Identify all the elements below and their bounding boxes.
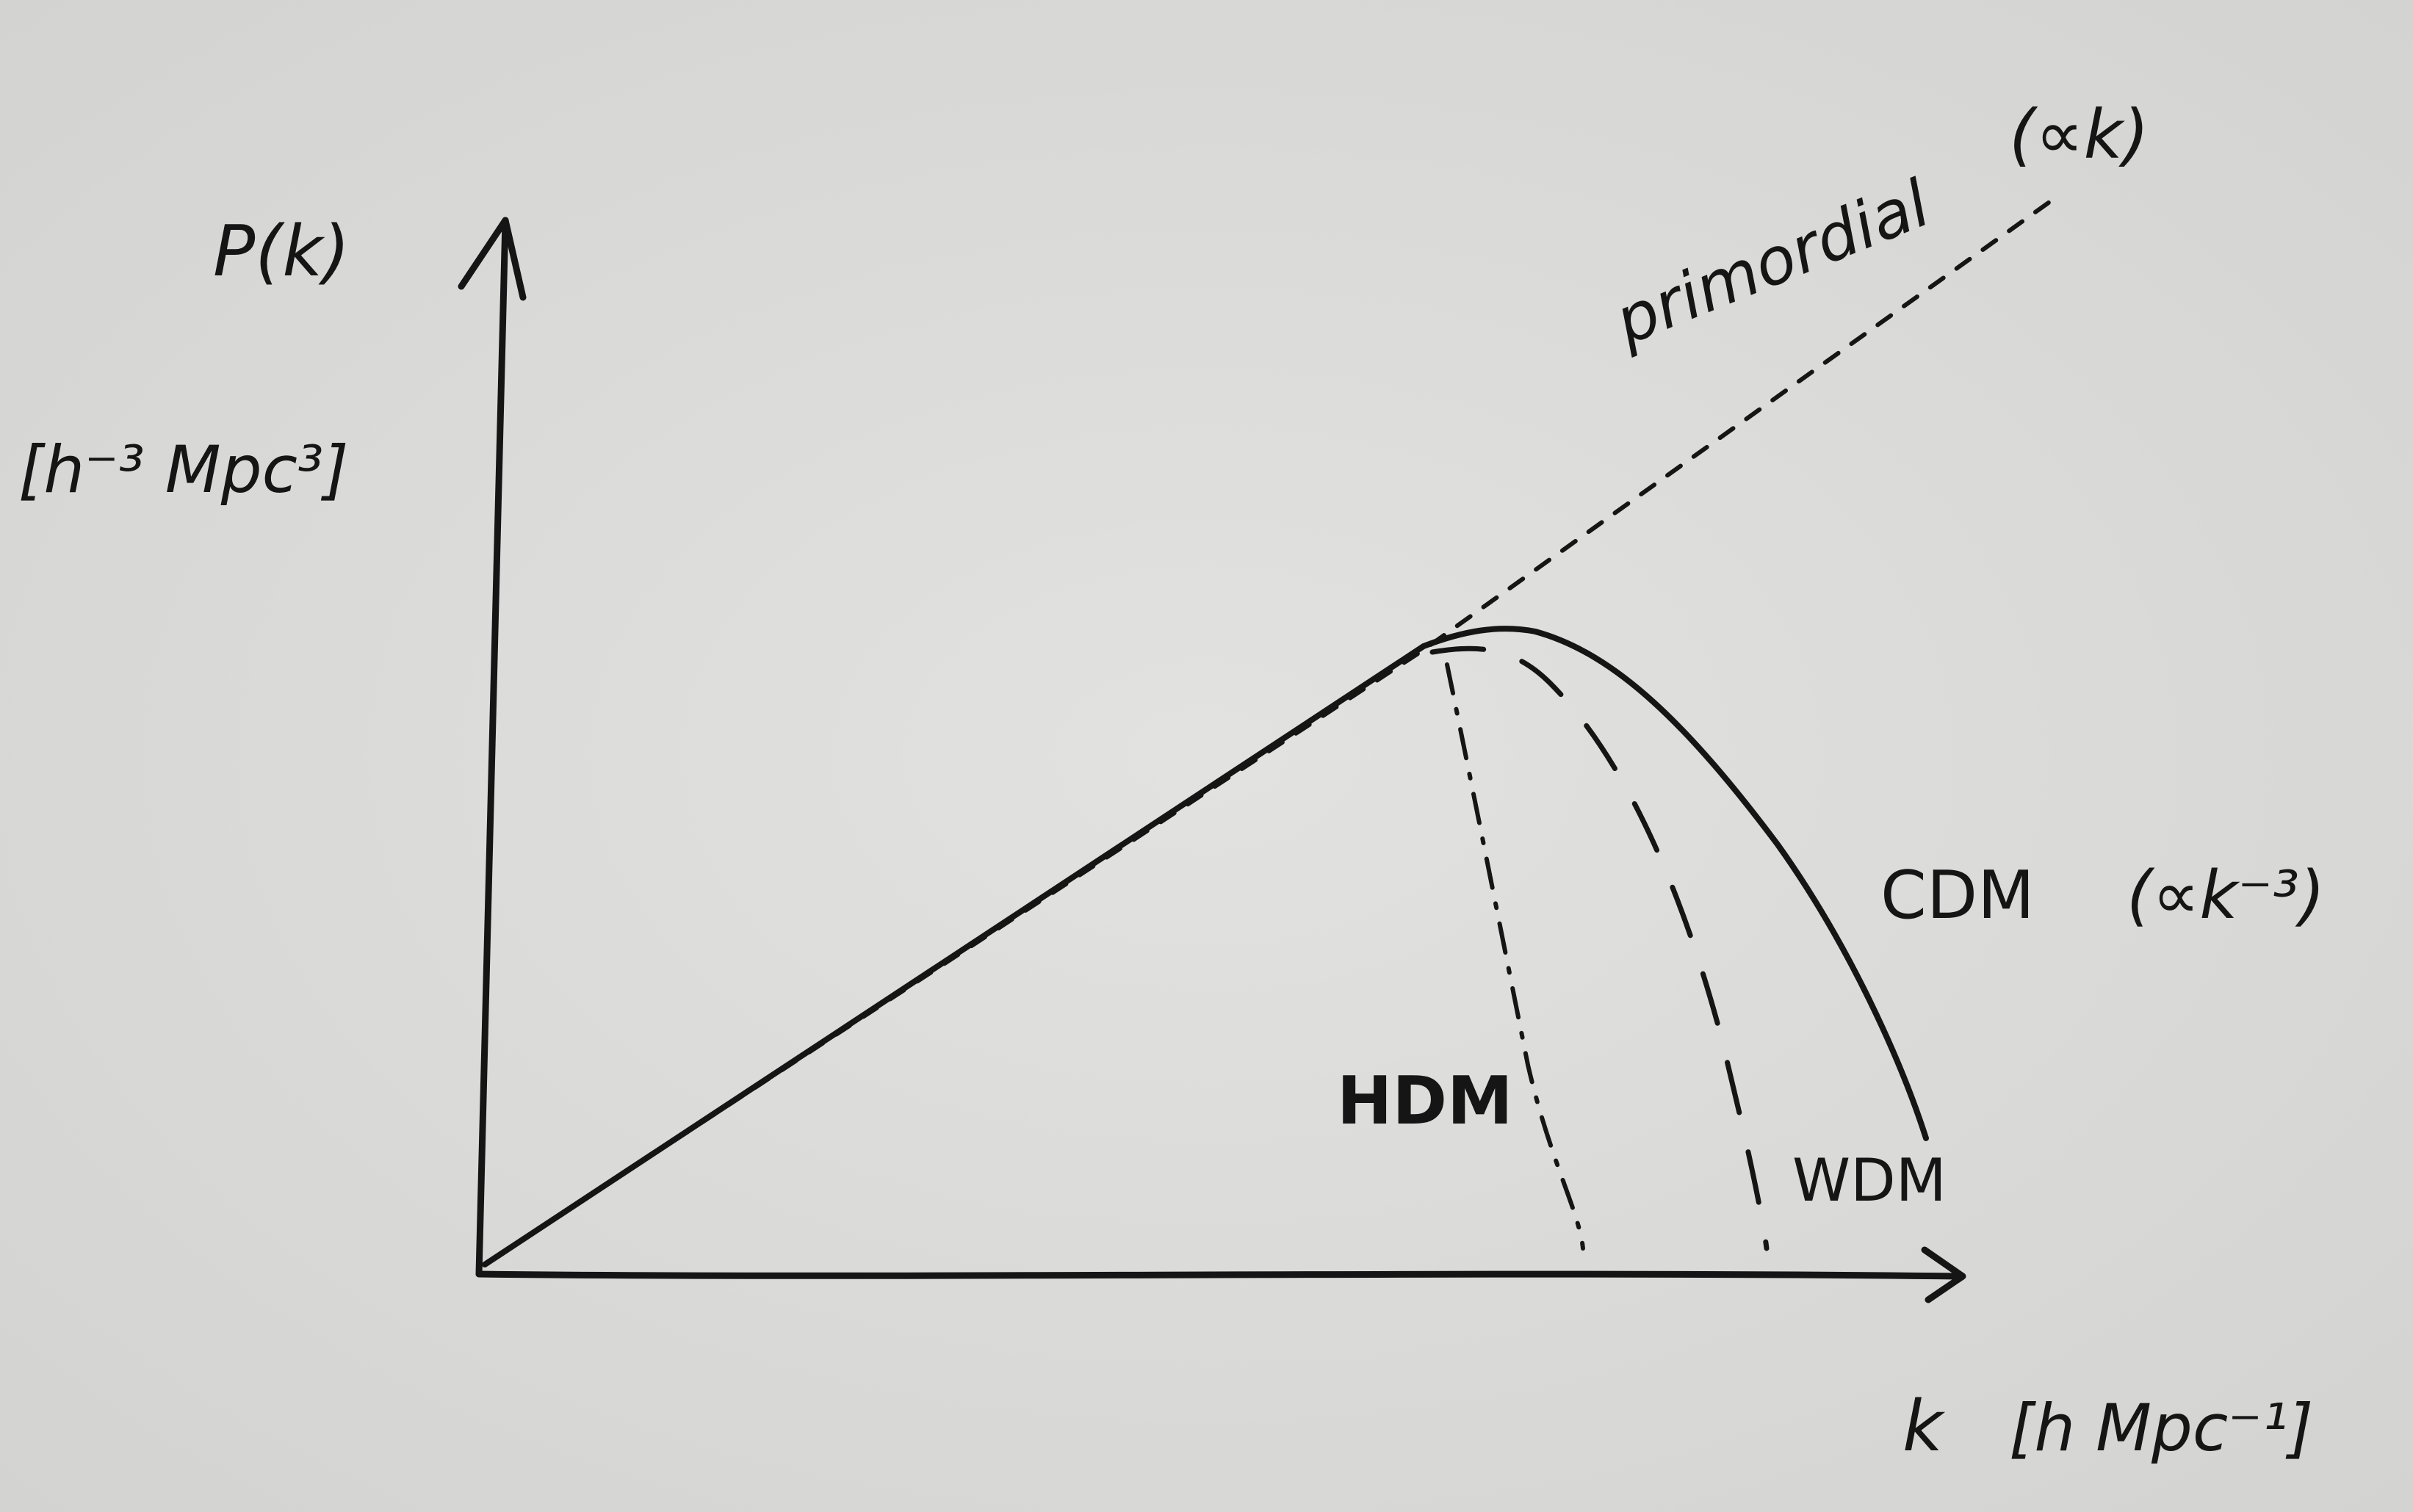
primordial-scaling: (∝k): [2009, 95, 2149, 174]
x-axis-unit: [h Mpc⁻¹]: [2009, 1390, 2313, 1466]
hdm-label: HDM: [1337, 1063, 1513, 1140]
hdm-curve: [1445, 662, 1585, 1251]
y-axis: [458, 217, 527, 1278]
wdm-curve: [1429, 645, 1770, 1251]
x-axis-label: k: [1902, 1386, 1946, 1467]
x-axis-arrowhead: [1921, 1246, 1966, 1303]
y-axis-line: [475, 217, 509, 1278]
cdm-curve: [482, 626, 1929, 1267]
y-axis-unit: [h⁻³ Mpc³]: [18, 432, 349, 507]
x-axis: [475, 1246, 1966, 1303]
x-axis-line: [475, 1270, 1963, 1280]
y-axis-label: P(k): [213, 211, 350, 292]
wdm-label: WDM: [1792, 1146, 1947, 1215]
y-axis-arrowhead: [458, 217, 527, 301]
cdm-scaling: (∝k⁻³): [2127, 857, 2325, 934]
cdm-label: CDM: [1880, 857, 2035, 934]
